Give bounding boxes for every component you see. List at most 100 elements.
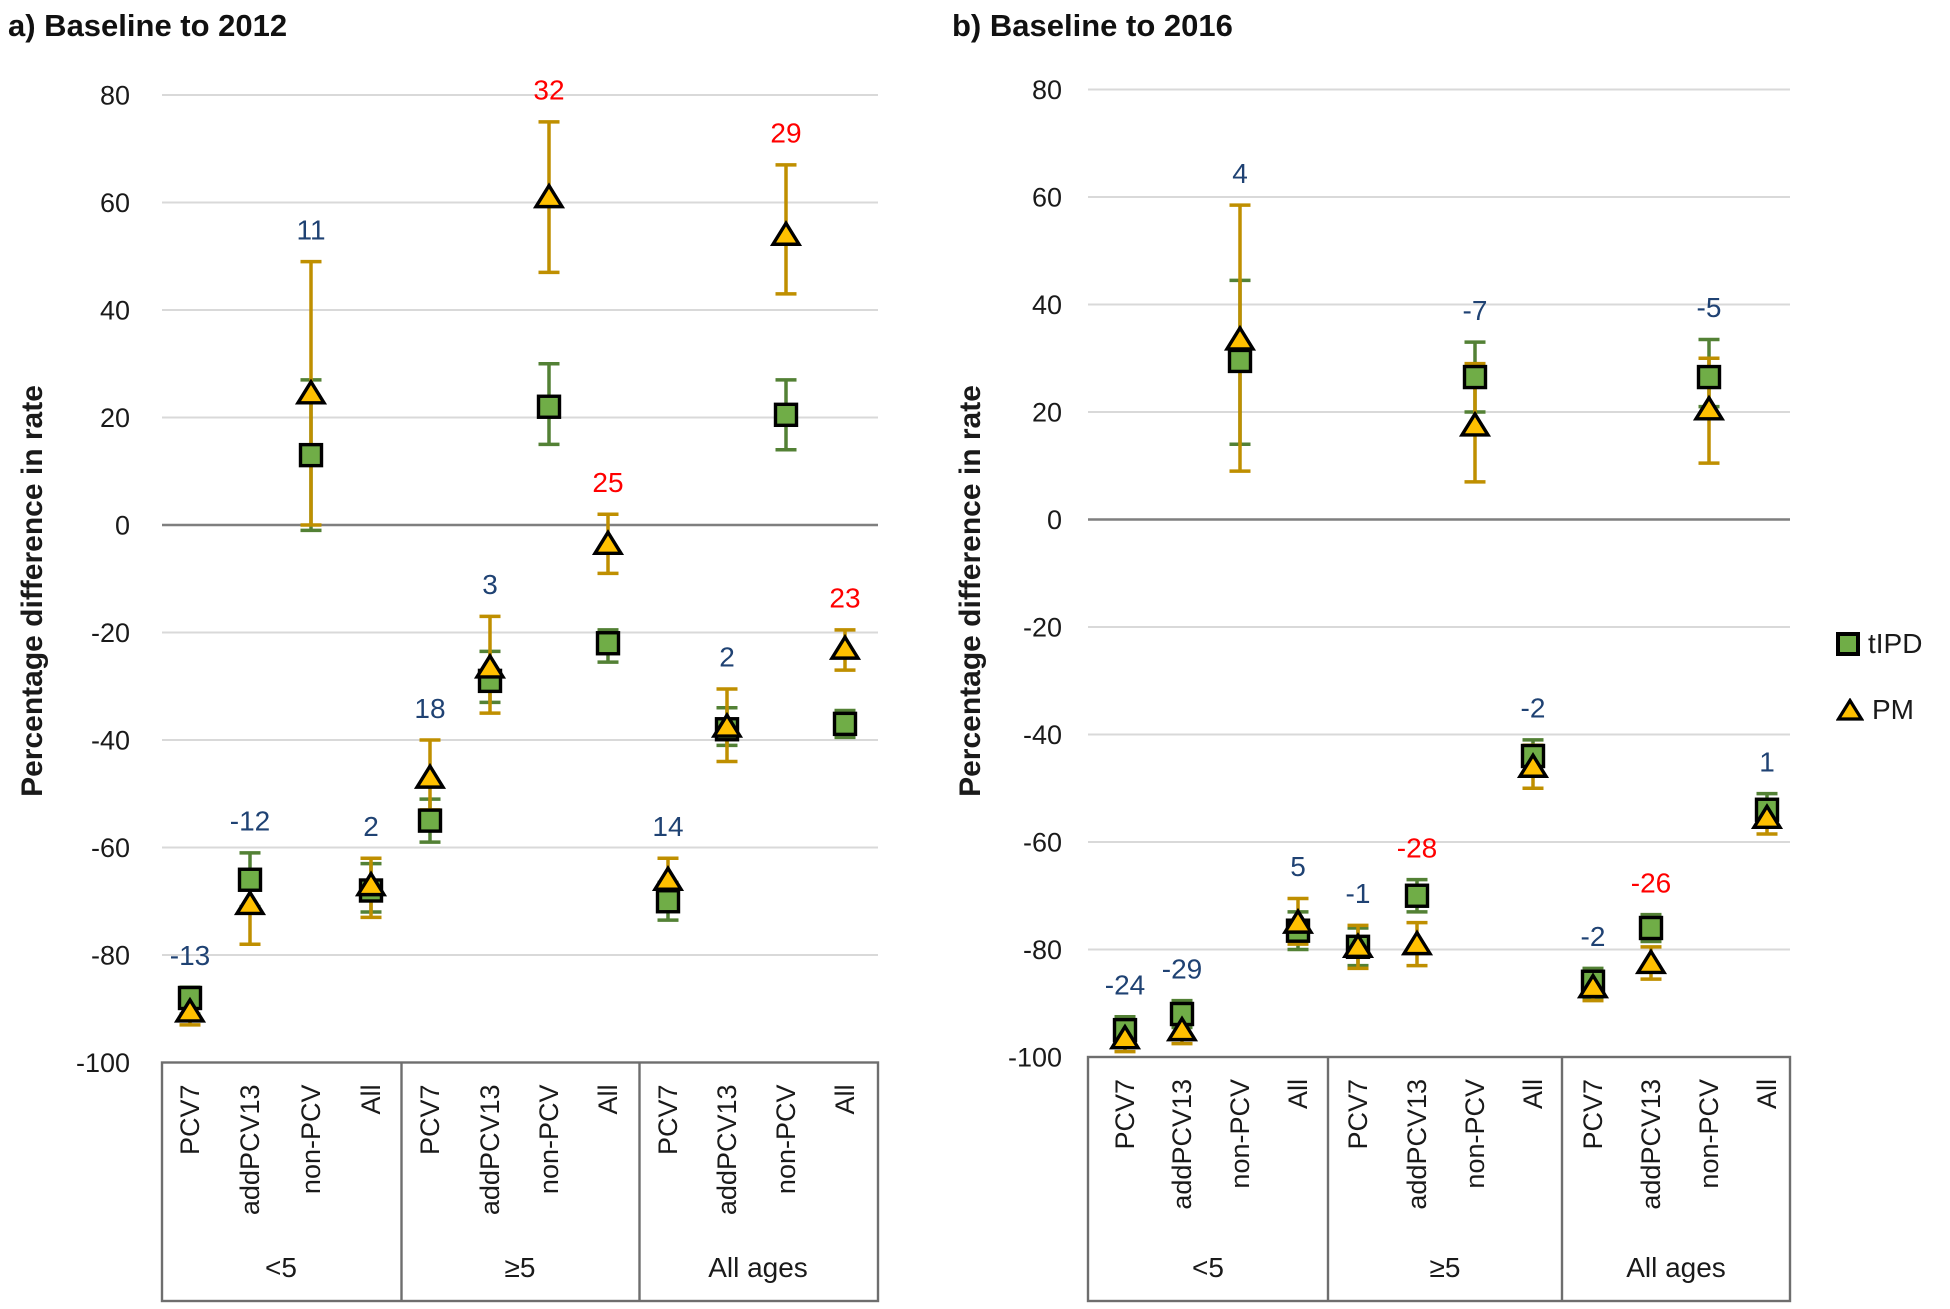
data-label: -7 [1463, 295, 1488, 326]
age-group-label: All ages [1626, 1252, 1726, 1283]
pm-marker [1576, 972, 1610, 999]
category-label: PCV7 [1343, 1079, 1373, 1150]
category-label: addPCV13 [1402, 1079, 1432, 1210]
data-label: 23 [829, 583, 860, 614]
data-label: -26 [1631, 867, 1671, 898]
tipd-marker [1462, 364, 1488, 390]
y-tick-label: -20 [91, 618, 130, 648]
data-label: -29 [1162, 953, 1202, 984]
data-label: 2 [719, 642, 735, 673]
pm-marker [354, 870, 388, 897]
tipd-marker [1696, 364, 1722, 390]
category-label: addPCV13 [1167, 1079, 1197, 1210]
pm-marker [532, 182, 566, 209]
data-label: 11 [296, 214, 325, 245]
pm-marker [294, 378, 328, 405]
legend-label-pm: PM [1872, 694, 1914, 725]
data-label: 2 [363, 811, 379, 842]
y-tick-label: -100 [76, 1048, 130, 1078]
pm-marker [1400, 929, 1434, 956]
pm-marker [651, 865, 685, 891]
data-label: -2 [1581, 921, 1606, 952]
category-label: PCV7 [653, 1085, 683, 1156]
data-label: -28 [1397, 832, 1437, 863]
pm-marker [173, 996, 207, 1023]
age-group-label: <5 [265, 1252, 297, 1283]
category-label: All [830, 1085, 860, 1115]
data-label: -24 [1105, 969, 1145, 1000]
pm-marker [1516, 752, 1550, 778]
tipd-marker [417, 808, 443, 833]
y-tick-label: -80 [1023, 935, 1062, 965]
pm-marker [1634, 948, 1668, 975]
y-tick-label: -60 [91, 833, 130, 863]
tipd-marker [832, 711, 858, 737]
category-label: All [1283, 1079, 1313, 1109]
pm-marker [1165, 1015, 1199, 1042]
panel-b-title: b) Baseline to 2016 [952, 8, 1233, 43]
category-label: PCV7 [1578, 1079, 1608, 1150]
data-label: -12 [230, 806, 270, 837]
category-label: addPCV13 [712, 1085, 742, 1216]
pm-marker [710, 711, 744, 738]
age-group-label: ≥5 [505, 1252, 536, 1283]
y-tick-label: 0 [115, 510, 130, 540]
pm-marker [1341, 932, 1375, 959]
data-label: 4 [1232, 158, 1248, 189]
y-tick-label: -20 [1023, 612, 1062, 642]
y-tick-label: 20 [100, 403, 130, 433]
legend: tIPD PM [1836, 626, 1922, 728]
category-label: All [593, 1085, 623, 1115]
tipd-marker [773, 402, 799, 428]
category-label: All [1518, 1079, 1548, 1109]
category-label: non-PCV [296, 1085, 326, 1195]
pm-marker [1692, 394, 1726, 421]
category-label: non-PCV [534, 1085, 564, 1195]
pm-marker [591, 529, 625, 556]
pm-marker [1108, 1023, 1142, 1050]
tipd-marker [237, 867, 263, 892]
pm-legend-marker-icon [1836, 698, 1864, 721]
data-label: 18 [414, 693, 445, 724]
data-label: -1 [1346, 878, 1371, 909]
pm-marker [1750, 803, 1784, 830]
tipd-marker [298, 442, 324, 468]
y-tick-label: -40 [1023, 720, 1062, 750]
tipd-marker [595, 631, 621, 656]
y-tick-label: 60 [100, 188, 130, 218]
y-tick-label: 60 [1032, 182, 1062, 212]
category-label: addPCV13 [1636, 1079, 1666, 1210]
legend-item-pm: PM [1836, 692, 1922, 728]
data-label: -2 [1521, 693, 1546, 724]
data-label: 32 [533, 75, 564, 106]
panel-a-title: a) Baseline to 2012 [8, 8, 288, 43]
pm-marker [473, 652, 507, 679]
category-label: All [1752, 1079, 1782, 1109]
data-label: 29 [770, 118, 801, 149]
category-label: non-PCV [1694, 1079, 1724, 1189]
y-tick-label: -100 [1008, 1042, 1062, 1072]
pm-marker [1223, 324, 1257, 351]
y-tick-label: 80 [100, 80, 130, 110]
tipd-marker [1227, 348, 1253, 374]
tipd-marker [1404, 883, 1430, 908]
age-group-label: All ages [708, 1252, 808, 1283]
pm-marker [233, 889, 267, 916]
pm-marker [413, 762, 447, 789]
category-label: PCV7 [415, 1085, 445, 1156]
category-box [160, 1061, 880, 1303]
age-group-label: <5 [1192, 1252, 1224, 1283]
legend-item-tipd: tIPD [1836, 626, 1922, 662]
data-label: 25 [592, 467, 623, 498]
y-tick-label: -60 [1023, 827, 1062, 857]
y-tick-label: 80 [1032, 75, 1062, 105]
y-tick-label: -40 [91, 725, 130, 755]
y-tick-label: 0 [1047, 505, 1062, 535]
data-label: 3 [482, 569, 498, 600]
age-group-label: ≥5 [1430, 1252, 1461, 1283]
category-label: PCV7 [1110, 1079, 1140, 1150]
legend-label-tipd: tIPD [1868, 628, 1923, 659]
pm-marker [1458, 410, 1492, 437]
y-tick-label: 40 [100, 295, 130, 325]
